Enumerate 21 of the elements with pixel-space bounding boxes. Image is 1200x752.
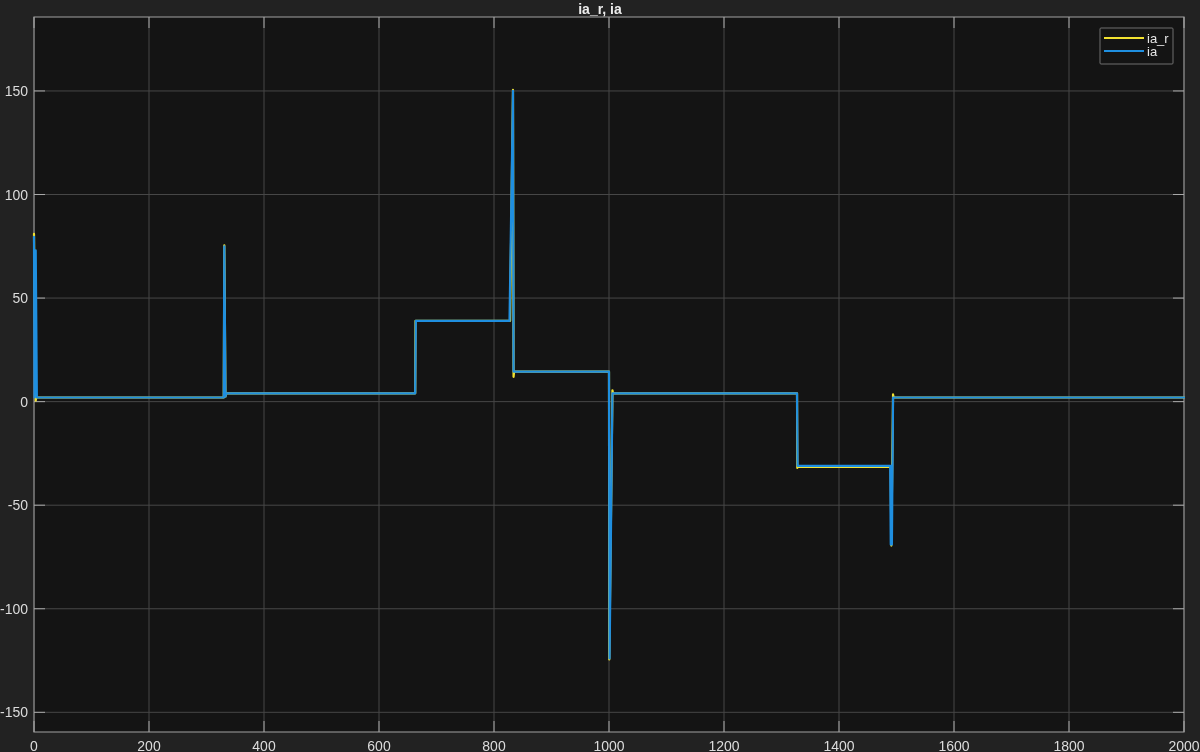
x-tick-label: 1200 bbox=[708, 737, 740, 752]
x-tick-label: 200 bbox=[137, 737, 161, 752]
x-tick-label: 1000 bbox=[593, 737, 625, 752]
x-tick-label: 1800 bbox=[1053, 737, 1085, 752]
x-tick-label: 800 bbox=[482, 737, 506, 752]
x-tick-label: 400 bbox=[252, 737, 276, 752]
chart-title: ia_r, ia bbox=[578, 0, 623, 17]
y-tick-label: 100 bbox=[4, 186, 29, 203]
y-tick-label: 0 bbox=[20, 393, 29, 410]
x-tick-label: 2000 bbox=[1168, 737, 1200, 752]
x-tick-label: 1400 bbox=[823, 737, 855, 752]
x-tick-label: 0 bbox=[30, 737, 39, 752]
y-tick-label: -150 bbox=[0, 704, 29, 721]
y-tick-label: 50 bbox=[12, 290, 29, 307]
y-tick-label: -50 bbox=[7, 497, 29, 514]
y-tick-label: -100 bbox=[0, 600, 29, 617]
x-tick-label: 1600 bbox=[938, 737, 970, 752]
y-tick-label: 150 bbox=[4, 82, 29, 99]
legend-label: ia bbox=[1147, 43, 1158, 59]
x-tick-label: 600 bbox=[367, 737, 391, 752]
legend-label: ia_r bbox=[1147, 30, 1170, 46]
